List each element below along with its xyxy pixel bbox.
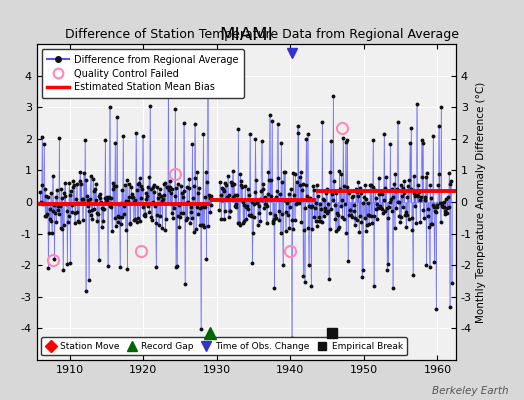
Text: Difference of Station Temperature Data from Regional Average: Difference of Station Temperature Data f… (65, 28, 459, 41)
Legend: Station Move, Record Gap, Time of Obs. Change, Empirical Break: Station Move, Record Gap, Time of Obs. C… (41, 338, 407, 356)
Text: Berkeley Earth: Berkeley Earth (432, 386, 508, 396)
Y-axis label: Monthly Temperature Anomaly Difference (°C): Monthly Temperature Anomaly Difference (… (476, 81, 486, 323)
Title: MIAMI: MIAMI (220, 26, 273, 44)
